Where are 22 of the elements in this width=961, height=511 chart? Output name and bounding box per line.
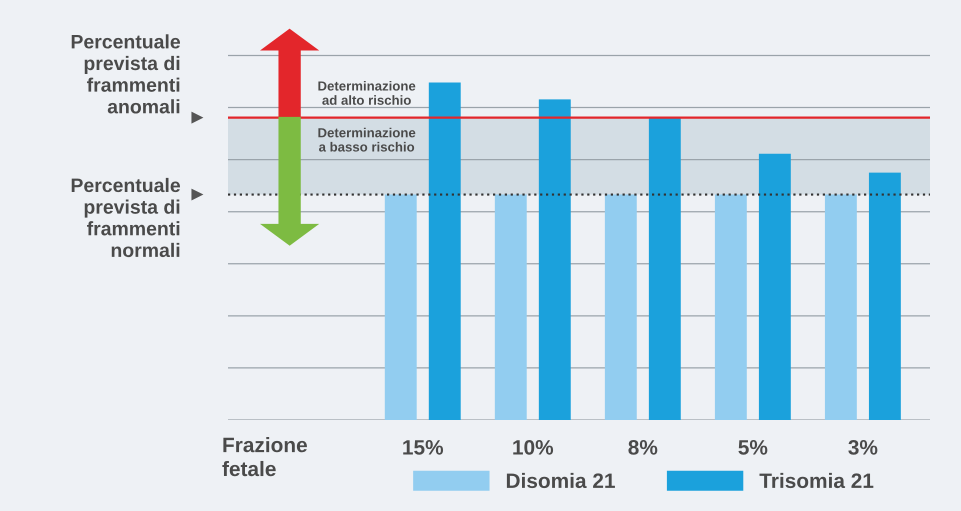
- bar: [384, 194, 417, 420]
- legend-label: Disomia 21: [506, 472, 615, 488]
- bar: [538, 99, 571, 420]
- x-tick-label: 3%: [848, 440, 878, 455]
- x-axis-title: Frazione fetale: [222, 437, 307, 476]
- annotation: Determinazione a basso rischio: [318, 128, 416, 152]
- x-tick-label: 10%: [513, 440, 554, 455]
- x-tick-label: 15%: [403, 440, 444, 455]
- bar: [648, 118, 681, 420]
- ref-line-label: Percentuale prevista di frammenti anomali: [72, 34, 180, 114]
- bar: [428, 82, 461, 420]
- x-tick-label: 8%: [628, 440, 658, 455]
- bar: [604, 194, 637, 420]
- bar: [758, 154, 791, 420]
- bar: [714, 194, 747, 420]
- annotation: Determinazione ad alto rischio: [318, 80, 416, 105]
- x-tick-label: 5%: [738, 440, 768, 455]
- legend-label: Trisomia 21: [759, 472, 874, 488]
- bar: [824, 194, 857, 420]
- bar: [494, 194, 527, 420]
- bar: [868, 172, 901, 420]
- ref-line-label: Percentuale prevista di frammenti normali: [72, 178, 180, 258]
